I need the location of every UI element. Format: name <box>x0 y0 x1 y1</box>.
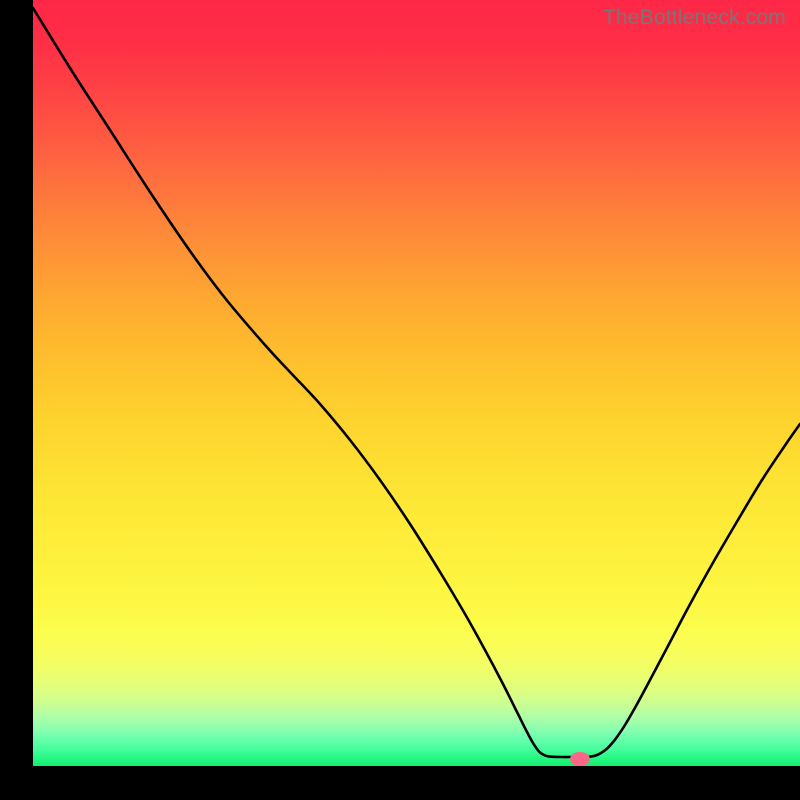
watermark-text: TheBottleneck.com <box>603 6 786 30</box>
gradient-background <box>33 0 800 766</box>
chart-container: TheBottleneck.com <box>0 0 800 800</box>
minimum-marker <box>570 752 590 766</box>
bottleneck-chart <box>0 0 800 800</box>
plot-area <box>33 0 800 766</box>
